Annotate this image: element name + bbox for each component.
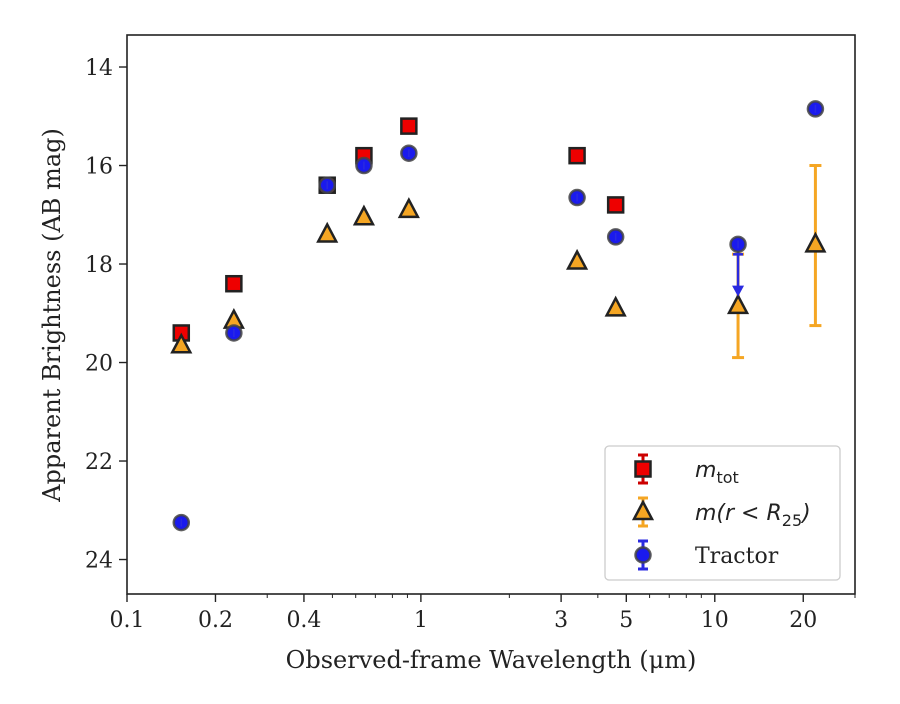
x-tick-label: 20 — [789, 608, 817, 633]
data-point — [400, 117, 418, 135]
plot-frame — [126, 34, 856, 595]
upper-limit-arrow — [732, 285, 745, 297]
x-tick-label: 1 — [414, 608, 428, 633]
series-square — [172, 117, 625, 342]
y-tick-label: 14 — [85, 56, 113, 81]
data-point — [225, 274, 243, 293]
x-tick-label: 0.2 — [198, 608, 233, 633]
data-point — [568, 146, 586, 165]
x-tick-label: 10 — [701, 608, 729, 633]
data-point — [316, 221, 339, 243]
legend-label: Tractor — [695, 544, 779, 569]
x-tick-label: 3 — [554, 608, 568, 633]
data-point — [397, 197, 420, 219]
data-point — [566, 248, 589, 270]
y-tick-label: 16 — [85, 155, 113, 180]
data-point — [606, 196, 625, 214]
legend-marker — [634, 460, 652, 478]
data-point — [352, 204, 376, 226]
x-axis: 0.1 0.2 0.4 1 3 5 10 20 — [110, 594, 856, 633]
data-point — [804, 231, 827, 253]
legend: mtot m(r < R25) Tractor — [604, 445, 841, 581]
data-point — [604, 295, 627, 317]
x-tick-label: 0.4 — [286, 608, 321, 633]
series-triangle — [170, 164, 827, 360]
data-point — [170, 332, 193, 354]
y-tick-label: 24 — [85, 549, 113, 574]
x-axis-title: Observed-frame Wavelength (μm) — [286, 646, 697, 674]
legend-label: m(r < R25) — [695, 501, 811, 530]
series-layer — [170, 100, 827, 532]
y-axis-title: Apparent Brightness (AB mag) — [38, 128, 66, 503]
series-circle — [172, 100, 825, 532]
legend-marker — [634, 546, 652, 564]
y-tick-label: 20 — [85, 352, 113, 377]
data-point — [726, 293, 750, 315]
legend-marker — [631, 499, 655, 521]
legend-box — [604, 445, 841, 581]
x-tick-label: 5 — [619, 608, 633, 633]
y-tick-label: 22 — [85, 450, 113, 475]
x-tick-label: 0.1 — [110, 608, 145, 633]
y-axis: 14 16 18 20 22 24 — [85, 56, 127, 574]
legend-label: mtot — [695, 458, 739, 487]
plot-area — [126, 34, 856, 595]
y-tick-label: 18 — [85, 253, 113, 278]
